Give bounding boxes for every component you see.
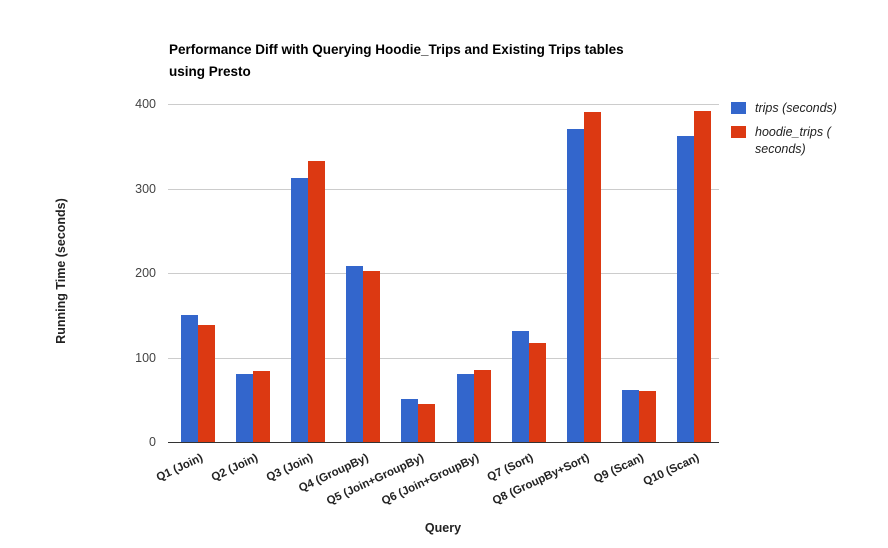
bar-series-0-q1-join[interactable]: [181, 315, 198, 442]
legend-label: trips (seconds): [755, 101, 837, 115]
bar-series-1-q6-join-groupby[interactable]: [473, 370, 491, 442]
legend: trips (seconds) hoodie_trips (seconds): [731, 100, 881, 165]
bar-series-0-q2-join[interactable]: [236, 373, 254, 442]
legend-swatch-icon: [731, 126, 746, 138]
bar-series-0-q9-scan[interactable]: [621, 390, 639, 442]
y-tick-label: 200: [135, 266, 156, 280]
bar-series-0-q5-join-groupby[interactable]: [401, 398, 419, 442]
y-tick-label: 300: [135, 181, 156, 196]
bar-series-0-q6-join-groupby[interactable]: [456, 373, 474, 442]
bar-series-1-q2-join[interactable]: [253, 371, 271, 442]
x-tick-label: Q2 (Join): [209, 452, 261, 484]
plot-area: [168, 104, 719, 443]
legend-swatch-icon: [731, 102, 746, 114]
bar-series-0-q8-groupby-sort[interactable]: [566, 129, 584, 442]
gridline: [168, 357, 719, 359]
bar-series-0-q7-sort[interactable]: [511, 331, 529, 442]
y-tick-label: 100: [135, 350, 156, 365]
x-tick-label: Q6 (Join+GroupBy): [379, 452, 481, 508]
bar-series-0-q4-groupby[interactable]: [346, 266, 364, 442]
bar-series-1-q4-groupby[interactable]: [363, 271, 381, 442]
gridline: [168, 273, 719, 274]
gridline: [168, 188, 719, 190]
bar-series-1-q7-sort[interactable]: [528, 343, 546, 442]
x-tick-label: Q9 (Scan): [592, 452, 646, 486]
bar-series-1-q8-groupby-sort[interactable]: [583, 112, 601, 442]
bar-series-0-q10-scan[interactable]: [676, 136, 694, 442]
gridline: [168, 104, 719, 105]
chart-title-line-2: using Presto: [169, 64, 251, 79]
bar-series-1-q9-scan[interactable]: [638, 391, 656, 442]
x-tick-label: Q1 (Join): [154, 452, 206, 484]
x-axis-title: Query: [424, 521, 462, 535]
bar-series-1-q1-join[interactable]: [198, 325, 215, 442]
x-tick-label: Q8 (GroupBy+Sort): [490, 452, 591, 508]
legend-item-1: hoodie_trips (seconds): [731, 124, 881, 158]
y-axis-title: Running Time (seconds): [54, 198, 68, 344]
bar-series-1-q10-scan[interactable]: [693, 110, 711, 442]
bar-series-1-q5-join-groupby[interactable]: [418, 403, 436, 442]
x-tick-label: Q5 (Join+GroupBy): [324, 452, 426, 508]
chart-title: Performance Diff with Querying Hoodie_Tr…: [169, 39, 749, 83]
y-tick-label: 400: [135, 97, 156, 111]
chart-title-line-1: Performance Diff with Querying Hoodie_Tr…: [169, 42, 624, 57]
bar-series-0-q3-join[interactable]: [291, 177, 309, 442]
y-tick-label: 0: [149, 435, 156, 449]
bar-series-1-q3-join[interactable]: [308, 161, 326, 442]
legend-item-0: trips (seconds): [731, 100, 881, 117]
legend-label: hoodie_trips (seconds): [755, 125, 831, 156]
x-tick-label: Q10 (Scan): [641, 452, 701, 489]
x-axis-baseline: [168, 442, 719, 443]
